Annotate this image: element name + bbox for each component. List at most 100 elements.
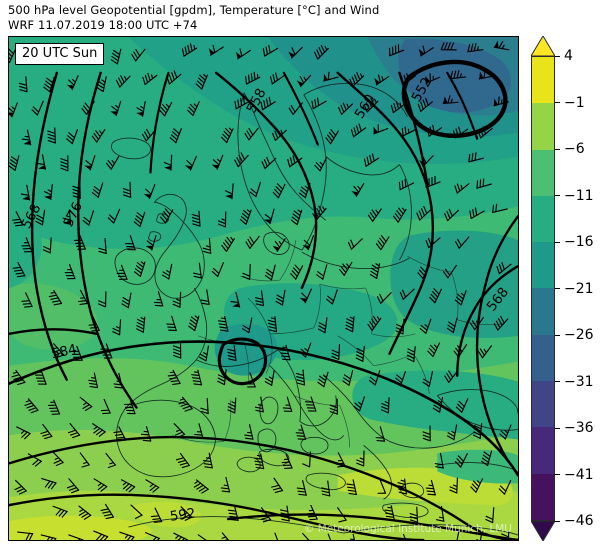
wind-barb (254, 290, 265, 307)
wind-barb (244, 424, 254, 440)
wind-barb (122, 181, 132, 198)
wind-barb (21, 129, 32, 146)
wind-barb (425, 175, 441, 188)
wind-barb (444, 369, 459, 383)
wind-barb (304, 396, 317, 412)
wind-barb (272, 183, 286, 199)
colorbar-band-9 (532, 473, 554, 520)
contour-568-right-b (475, 215, 518, 461)
wind-barb (211, 154, 224, 170)
wind-barb (14, 479, 27, 495)
wind-barb (409, 506, 419, 523)
colorbar-tick-mark (555, 288, 560, 290)
wind-barb (442, 95, 459, 104)
wind-barb (264, 264, 276, 281)
wind-barb (79, 452, 90, 468)
wind-barb (21, 237, 33, 253)
wind-barb (172, 342, 182, 359)
wind-barb (338, 261, 353, 276)
wind-barb (325, 129, 339, 145)
wind-barb (356, 450, 365, 467)
wind-barb (48, 289, 63, 306)
geopotential-contour-layer (9, 59, 518, 540)
wind-barb (455, 531, 460, 540)
wind-barb (363, 153, 380, 167)
wind-barb (267, 316, 278, 333)
wind-barb (77, 289, 88, 305)
wind-barb (321, 480, 331, 497)
wind-barb (184, 155, 197, 171)
wind-barb (217, 316, 229, 332)
colorbar-band-8 (532, 427, 554, 474)
wind-barb (217, 369, 227, 386)
wind-barb (373, 124, 389, 135)
wind-barb (416, 206, 432, 221)
colorbar-tick-mark (555, 195, 560, 197)
wind-barb (263, 208, 275, 225)
wind-barb (450, 70, 467, 80)
wind-barb (98, 291, 107, 308)
wind-barb (259, 507, 272, 523)
wind-barb (446, 317, 458, 334)
wind-barb (188, 315, 200, 332)
title-line-1: 500 hPa level Geopotential [gpdm], Tempe… (8, 3, 380, 17)
wind-barb (402, 533, 410, 540)
colorbar-tick-mark (555, 102, 560, 104)
wind-barb (200, 289, 210, 306)
colorbar-ticks: 4 −1 −6 −11 −16 −21 −26 −31 −36 −41 −46 (555, 48, 603, 529)
wind-barb (388, 44, 405, 57)
wind-barb (347, 238, 363, 250)
wind-barb (230, 292, 241, 308)
wind-barb (93, 478, 108, 492)
wind-barb (105, 452, 117, 469)
wind-barb (73, 234, 86, 250)
wind-barb (327, 533, 335, 540)
wind-barb (390, 101, 406, 114)
wind-barb (153, 291, 164, 307)
wind-barb (311, 97, 327, 110)
wind-barb (275, 289, 286, 306)
wind-barb (351, 182, 365, 197)
wind-barb (477, 126, 493, 139)
wind-barb (427, 342, 441, 358)
colorbar-band-1 (532, 103, 554, 150)
wind-barb (227, 397, 237, 414)
colorbar-tick-label: −16 (564, 234, 594, 250)
wind-barb (62, 209, 72, 226)
wind-barb (136, 316, 146, 333)
map-panel[interactable]: 568 576 558 560 552 568 584 592 20 UTC Sun © Me… (8, 36, 519, 541)
wind-barb (417, 97, 433, 112)
wind-barb (31, 100, 44, 116)
wind-barb (21, 292, 33, 308)
contour-568-left (30, 71, 68, 381)
wind-barb (244, 127, 259, 141)
wind-barb (453, 343, 468, 358)
wind-barb (435, 505, 445, 522)
colorbar-tick-mark (555, 520, 560, 522)
wind-barb (72, 182, 81, 199)
wind-barb (455, 398, 469, 413)
wind-barb (422, 425, 431, 442)
wind-barb (84, 155, 96, 171)
wind-barb (234, 152, 249, 168)
wind-barb (500, 530, 510, 540)
wind-barb (323, 71, 339, 82)
wind-barb (349, 72, 365, 87)
wind-barb (493, 96, 509, 107)
wind-barb (79, 396, 93, 412)
wind-barb (24, 398, 39, 414)
wind-barb (217, 211, 227, 228)
wind-barb (272, 238, 286, 252)
wind-barb (110, 100, 122, 117)
wind-barb (375, 235, 390, 251)
wind-barb (455, 236, 470, 249)
wind-barb (70, 345, 83, 361)
wind-barb (91, 128, 106, 143)
wind-barb (481, 450, 493, 467)
wind-barb (198, 345, 209, 362)
colorbar-tick-mark (555, 427, 560, 429)
wind-barb (173, 423, 186, 438)
wind-barb (345, 316, 355, 333)
wind-barb (96, 76, 107, 93)
